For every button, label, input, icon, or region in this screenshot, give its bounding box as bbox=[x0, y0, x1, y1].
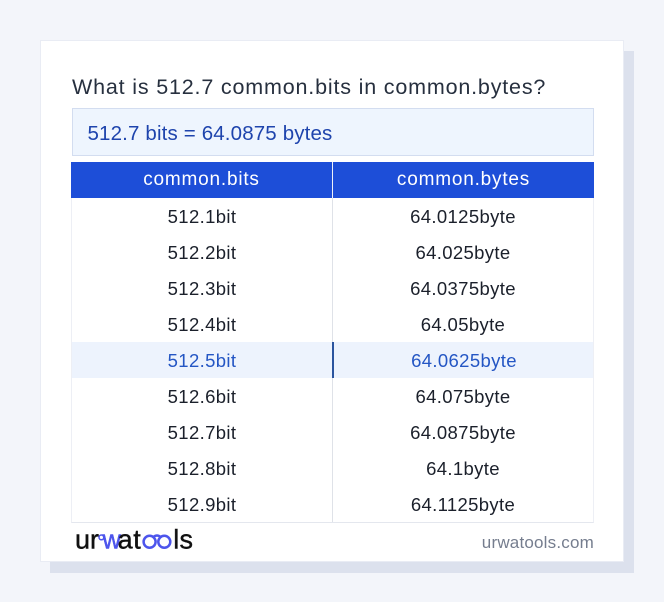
svg-text:r: r bbox=[90, 525, 99, 555]
svg-text:w: w bbox=[102, 527, 122, 555]
svg-text:a: a bbox=[118, 525, 134, 555]
svg-text:l: l bbox=[173, 525, 179, 555]
svg-text:t: t bbox=[133, 525, 141, 555]
svg-text:s: s bbox=[180, 525, 194, 555]
svg-text:u: u bbox=[75, 525, 90, 555]
